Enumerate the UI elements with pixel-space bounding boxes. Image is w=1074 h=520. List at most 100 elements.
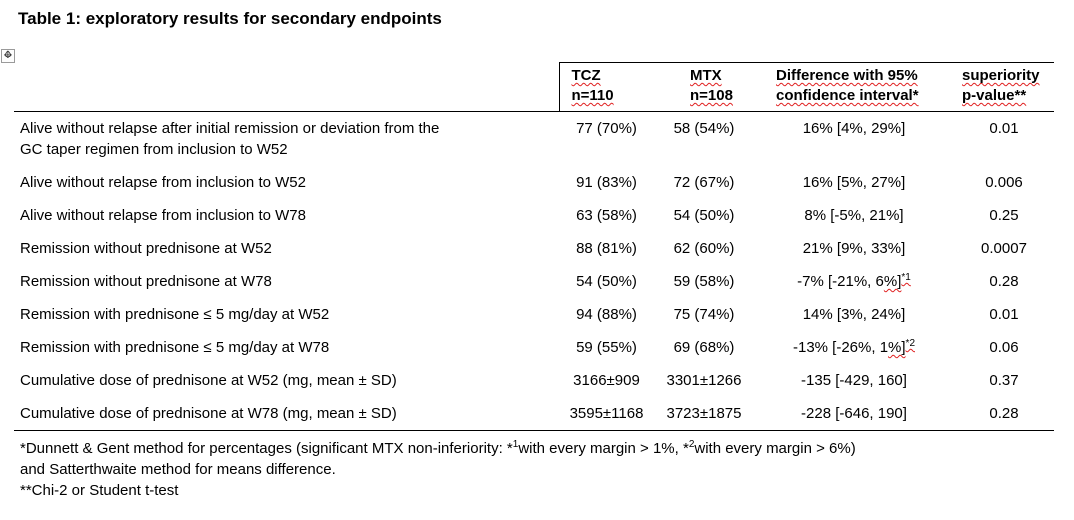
pvalue-cell: 0.28 (989, 273, 1019, 290)
text-segment: TCZ (571, 67, 601, 84)
difference-cell: -135 [-429, 160] (754, 364, 954, 397)
pvalue-cell: 0.25 (989, 207, 1019, 224)
text-segment: 8% [-5%, 21%] (804, 207, 904, 224)
tcz-cell: 54 (50%) (576, 273, 637, 290)
endpoint-cell: Alive without relapse after initial remi… (20, 120, 440, 158)
column-header-2: TCZ n=110 (558, 62, 654, 112)
table-row: Remission with prednisone ≤ 5 mg/day at … (14, 331, 1054, 364)
endpoint-cell: Remission without prednisone at W78 (20, 273, 272, 290)
tcz-cell: 77 (70%) (576, 120, 637, 137)
table-move-handle[interactable]: ↔ ↕ (1, 49, 15, 63)
table-body: Alive without relapse after initial remi… (14, 112, 1054, 431)
text-segment: and Satterthwaite method for means diffe… (20, 461, 336, 478)
table-row: Remission with prednisone ≤ 5 mg/day at … (14, 298, 1054, 331)
text-segment: n=110 (571, 87, 614, 104)
column-header-3: MTX n=108 (654, 62, 754, 112)
header-line: TCZ (572, 66, 651, 86)
text-segment: 21% [9%, 33%] (802, 240, 906, 257)
tcz-cell: 88 (81%) (576, 240, 637, 257)
header-line: n=108 (690, 86, 750, 106)
tcz-cell: 59 (55%) (576, 339, 637, 356)
difference-cell: 14% [3%, 24%] (754, 298, 954, 331)
endpoint-cell: Cumulative dose of prednisone at W78 (mg… (14, 397, 559, 431)
endpoint-cell: Alive without relapse from inclusion to … (20, 174, 306, 191)
column-header-1 (14, 62, 559, 112)
table-header-row: TCZ n=110 MTX n=108 Difference with 95% confi… (14, 62, 1054, 112)
text-segment: MTX (690, 67, 722, 84)
text-segment: confidence interval* (776, 87, 919, 104)
text-segment: with every margin > 1%, * (518, 440, 689, 457)
tcz-cell: 3595±1168 (559, 397, 654, 431)
difference-cell: 21% [9%, 33%] (754, 232, 954, 265)
mtx-cell: 59 (58%) (673, 273, 735, 290)
mtx-cell: 62 (60%) (673, 240, 735, 257)
text-segment: Difference with 95% (776, 67, 918, 84)
endpoint-cell: Remission with prednisone ≤ 5 mg/day at … (20, 306, 330, 323)
text-segment: %] (888, 339, 906, 356)
pvalue-cell: 0.006 (985, 174, 1023, 191)
header-line: superiority (962, 66, 1050, 86)
endpoint-cell: Cumulative dose of prednisone at W52 (mg… (20, 372, 397, 389)
superscript-marker: 2 (688, 439, 695, 450)
difference-cell: 16% [5%, 27%] (754, 166, 954, 199)
superscript-marker: *2 (905, 338, 915, 349)
tcz-cell: 91 (83%) (576, 174, 637, 191)
table-row: Remission without prednisone at W78 54 (5… (14, 265, 1054, 298)
difference-cell: 16% [4%, 29%] (754, 112, 954, 167)
tcz-cell: 3166±909 (573, 372, 640, 389)
superscript-marker: *1 (901, 272, 911, 283)
superscript-marker: 1 (512, 439, 519, 450)
difference-cell: -228 [-646, 190] (754, 397, 954, 431)
column-header-5: superiority p-value** (954, 62, 1054, 112)
move-horizontal-icon: ↔ (3, 50, 13, 61)
header-line: n=110 (572, 86, 651, 106)
text-segment: superiority (962, 67, 1040, 84)
endpoint-cell: Remission with prednisone ≤ 5 mg/day at … (20, 339, 330, 356)
endpoint-cell: Alive without relapse from inclusion to … (20, 207, 306, 224)
header-line: Difference with 95% (776, 66, 950, 86)
footnotes: *Dunnett & Gent method for percentages (… (20, 438, 1074, 501)
pvalue-cell: 0.0007 (981, 240, 1027, 257)
text-segment: -7% [-21%, 6 (797, 273, 884, 290)
text-segment: -135 [-429, 160] (801, 372, 907, 389)
text-segment: p-value** (962, 87, 1027, 104)
difference-cell: -13% [-26%, 1%]*2 (754, 331, 954, 364)
text-segment: 16% [5%, 27%] (802, 174, 906, 191)
pvalue-cell: 0.01 (989, 120, 1019, 137)
table-row: Remission without prednisone at W52 88 (8… (14, 232, 1054, 265)
table-title: Table 1: exploratory results for seconda… (18, 9, 442, 28)
mtx-cell: 75 (74%) (673, 306, 735, 323)
text-segment: %] (883, 273, 902, 290)
table-row: Alive without relapse from inclusion to … (14, 199, 1054, 232)
pvalue-cell: 0.06 (989, 339, 1019, 356)
table-row: Alive without relapse after initial remi… (14, 112, 1054, 167)
footnote-line: **Chi-2 or Student t-test (20, 480, 1074, 501)
results-table: TCZ n=110 MTX n=108 Difference with 95% confi… (14, 62, 1054, 431)
text-segment: -13% [-26%, 1 (792, 339, 889, 356)
text-segment: 16% [4%, 29%] (802, 120, 906, 137)
mtx-cell: 72 (67%) (673, 174, 735, 191)
pvalue-cell: 0.01 (989, 306, 1019, 323)
header-line: p-value** (962, 86, 1050, 106)
move-vertical-icon: ↕ (3, 50, 13, 61)
text-segment: -228 [-646, 190] (801, 405, 907, 422)
text-segment: with every margin > 6%) (694, 440, 856, 457)
mtx-cell: 3723±1875 (654, 397, 754, 431)
endpoint-cell: Remission without prednisone at W52 (20, 240, 272, 257)
pvalue-cell: 0.37 (989, 372, 1019, 389)
text-segment: *Dunnett & Gent method for percentages (… (20, 440, 513, 457)
table-row: Alive without relapse from inclusion to … (14, 166, 1054, 199)
footnote-line: and Satterthwaite method for means diffe… (20, 459, 1074, 480)
difference-cell: 8% [-5%, 21%] (754, 199, 954, 232)
text-segment: 14% [3%, 24%] (802, 306, 906, 323)
text-segment: n=108 (690, 87, 733, 104)
column-header-4: Difference with 95% confidence interval* (754, 62, 954, 112)
footnote-line: *Dunnett & Gent method for percentages (… (20, 438, 1074, 459)
tcz-cell: 94 (88%) (576, 306, 637, 323)
text-segment: **Chi-2 or Student t-test (20, 482, 179, 499)
mtx-cell: 3301±1266 (666, 372, 742, 389)
header-line: confidence interval* (776, 86, 950, 106)
pvalue-cell: 0.28 (954, 397, 1054, 431)
mtx-cell: 69 (68%) (673, 339, 735, 356)
mtx-cell: 58 (54%) (673, 120, 735, 137)
